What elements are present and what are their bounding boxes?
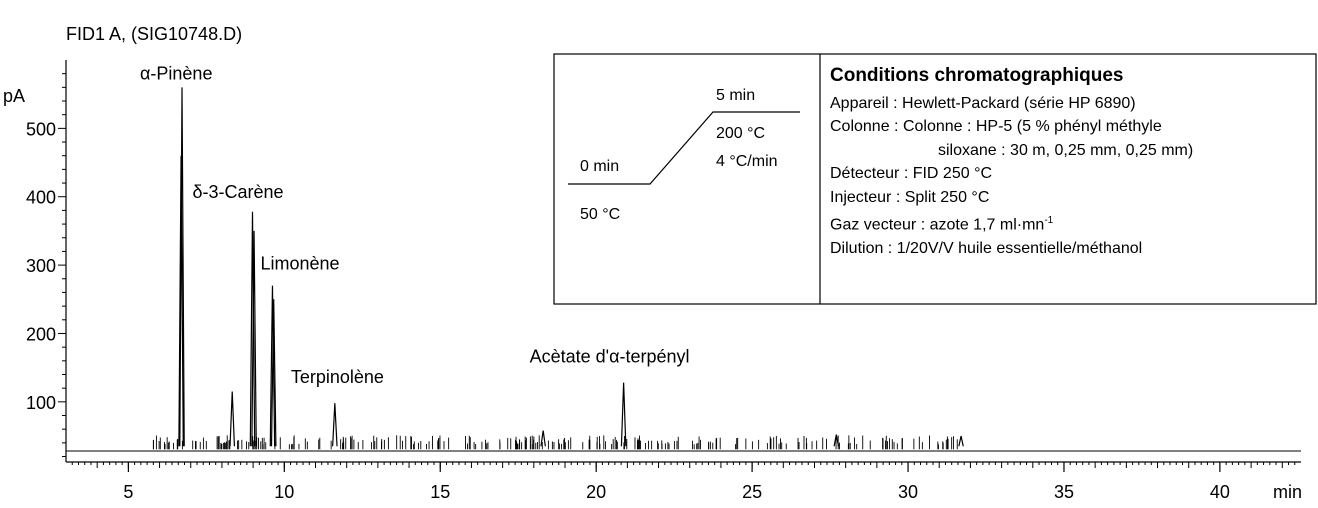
condition-gaz-exponent: -1 — [1044, 215, 1054, 226]
y-tick-label: 400 — [26, 188, 56, 208]
condition-colonne-cont: siloxane : 30 m, 0,25 mm, 0,25 mm) — [938, 141, 1194, 159]
y-tick-label: 500 — [26, 119, 56, 139]
x-axis-unit: min — [1273, 482, 1302, 502]
peak — [229, 391, 236, 447]
y-tick-label: 300 — [26, 256, 56, 276]
peak — [249, 211, 256, 447]
chart-title: FID1 A, (SIG10748.D) — [66, 24, 242, 44]
y-axis-label: pA — [3, 86, 25, 106]
peaks — [178, 87, 964, 447]
peak — [540, 430, 546, 447]
peak-label: Limonène — [260, 254, 339, 274]
x-tick-label: 20 — [586, 482, 606, 502]
x-tick-label: 5 — [123, 482, 133, 502]
peak — [178, 155, 184, 447]
condition-appareil: Appareil : Hewlett-Packard (série HP 689… — [830, 94, 1136, 112]
baseline-noise — [152, 435, 958, 450]
y-tick-label: 100 — [26, 393, 56, 413]
temperature-program-line — [568, 111, 800, 185]
peak — [332, 403, 338, 447]
conditions-panel: Conditions chromatographiques Appareil :… — [820, 54, 1316, 304]
x-tick-label: 40 — [1210, 482, 1230, 502]
condition-detecteur: Détecteur : FID 250 °C — [830, 165, 993, 182]
peak-label: Acètate d'α-terpényl — [530, 347, 690, 367]
peak — [958, 435, 964, 447]
program-start-temp: 50 °C — [580, 206, 621, 223]
peak — [833, 434, 840, 447]
peak — [251, 230, 257, 447]
peak — [620, 382, 627, 447]
condition-gaz: Gaz vecteur : azote 1,7 ml·mn-1 — [830, 215, 1054, 234]
conditions-box — [553, 53, 1317, 305]
condition-injecteur: Injecteur : Split 250 °C — [830, 188, 990, 206]
y-ticks: 100 200 300 400 500 — [26, 73, 66, 458]
condition-colonne: Colonne : Colonne : HP-5 (5 % phényl mét… — [830, 118, 1162, 135]
program-rate: 4 °C/min — [716, 153, 778, 170]
peak-labels: α-Pinène δ-3-Carène Limonène Terpinolène Acè… — [140, 63, 690, 387]
peak-label: Terpinolène — [291, 367, 384, 387]
peak — [269, 285, 276, 447]
x-tick-label: 10 — [274, 482, 294, 502]
peak — [179, 87, 185, 447]
peak-label: δ-3-Carène — [192, 182, 283, 202]
peak-label: α-Pinène — [140, 63, 212, 83]
program-end-time: 5 min — [716, 87, 756, 104]
program-end-temp: 200 °C — [716, 125, 766, 142]
conditions-title: Conditions chromatographiques — [830, 65, 1124, 86]
peak — [270, 299, 277, 447]
x-ticks: 5 10 15 20 25 30 35 40 — [71, 462, 1296, 502]
x-tick-label: 30 — [898, 482, 918, 502]
condition-dilution: Dilution : 1/20V/V huile essentielle/mét… — [830, 239, 1143, 257]
x-tick-label: 35 — [1054, 482, 1074, 502]
x-tick-label: 15 — [430, 482, 450, 502]
x-tick-label: 25 — [742, 482, 762, 502]
y-tick-label: 200 — [26, 324, 56, 344]
program-start-time: 0 min — [580, 158, 620, 175]
